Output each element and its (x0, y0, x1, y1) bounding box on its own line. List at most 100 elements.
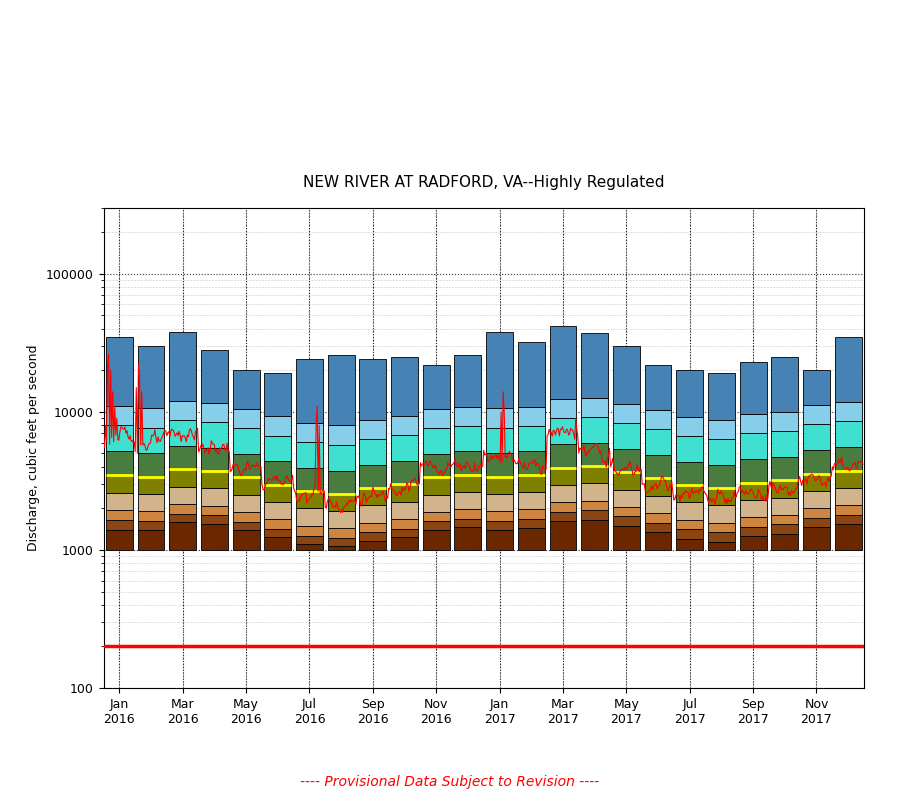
Bar (265, 374, 292, 416)
Bar (106, 493, 133, 510)
Bar (232, 522, 259, 530)
Bar (740, 459, 767, 482)
Bar (518, 510, 544, 519)
Bar (201, 448, 228, 471)
Bar (265, 462, 292, 485)
Bar (676, 530, 703, 539)
Bar (106, 451, 133, 475)
Bar (201, 422, 228, 448)
Bar (740, 536, 767, 550)
Bar (708, 488, 735, 506)
Bar (708, 533, 735, 542)
Bar (771, 357, 798, 412)
Bar (613, 490, 640, 506)
Bar (201, 350, 228, 403)
Bar (423, 409, 450, 429)
Bar (232, 409, 259, 428)
Bar (803, 527, 830, 550)
Bar (644, 365, 671, 410)
Bar (644, 513, 671, 522)
Bar (423, 478, 450, 494)
Bar (392, 519, 418, 529)
Bar (644, 429, 671, 455)
Bar (613, 506, 640, 517)
Bar (296, 491, 323, 508)
Bar (771, 525, 798, 534)
Bar (486, 428, 513, 454)
Bar (708, 374, 735, 420)
Bar (138, 494, 165, 511)
Bar (644, 522, 671, 531)
Bar (265, 416, 292, 435)
Bar (581, 483, 608, 501)
Bar (803, 370, 830, 405)
Bar (771, 412, 798, 431)
Bar (328, 354, 355, 426)
Bar (328, 494, 355, 511)
Bar (834, 470, 861, 488)
Bar (613, 449, 640, 472)
Bar (581, 510, 608, 519)
Bar (265, 519, 292, 529)
Bar (486, 477, 513, 494)
Bar (708, 542, 735, 550)
Bar (296, 423, 323, 442)
Bar (328, 511, 355, 528)
Bar (169, 401, 196, 420)
Bar (392, 537, 418, 550)
Bar (486, 409, 513, 428)
Bar (834, 402, 861, 422)
Bar (328, 426, 355, 445)
Bar (328, 470, 355, 494)
Bar (265, 435, 292, 462)
Bar (486, 454, 513, 477)
Bar (740, 517, 767, 527)
Bar (201, 524, 228, 550)
Bar (486, 332, 513, 409)
Bar (454, 354, 482, 406)
Bar (328, 528, 355, 538)
Bar (359, 488, 386, 506)
Bar (740, 527, 767, 536)
Bar (550, 326, 576, 399)
Bar (392, 502, 418, 519)
Bar (708, 506, 735, 522)
Bar (138, 427, 165, 454)
Bar (771, 480, 798, 498)
Bar (740, 500, 767, 517)
Bar (106, 337, 133, 406)
Bar (771, 431, 798, 457)
Y-axis label: Discharge, cubic feet per second: Discharge, cubic feet per second (27, 345, 40, 551)
Bar (676, 417, 703, 436)
Bar (613, 472, 640, 490)
Bar (201, 403, 228, 422)
Title: NEW RIVER AT RADFORD, VA--Highly Regulated: NEW RIVER AT RADFORD, VA--Highly Regulat… (303, 175, 664, 190)
Bar (392, 529, 418, 537)
Bar (581, 442, 608, 466)
Bar (392, 357, 418, 416)
Bar (201, 506, 228, 515)
Bar (740, 482, 767, 500)
Bar (106, 406, 133, 426)
Bar (486, 494, 513, 511)
Bar (581, 398, 608, 417)
Bar (392, 485, 418, 502)
Bar (613, 526, 640, 550)
Bar (644, 496, 671, 513)
Bar (486, 521, 513, 530)
Bar (296, 536, 323, 544)
Bar (359, 359, 386, 420)
Bar (581, 466, 608, 483)
Bar (740, 414, 767, 434)
Text: ---- Provisional Data Subject to Revision ----: ---- Provisional Data Subject to Revisio… (301, 775, 599, 790)
Bar (296, 468, 323, 491)
Bar (296, 544, 323, 550)
Bar (359, 465, 386, 488)
Bar (803, 491, 830, 508)
Bar (359, 533, 386, 541)
Bar (423, 522, 450, 530)
Bar (359, 420, 386, 439)
Bar (169, 522, 196, 550)
Bar (834, 447, 861, 470)
Bar (296, 359, 323, 423)
